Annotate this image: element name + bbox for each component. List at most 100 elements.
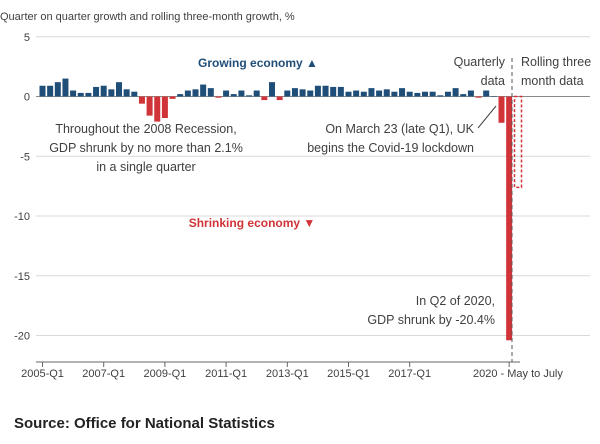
- bar-2017-Q2: [414, 92, 421, 97]
- q2-annotation: In Q2 of 2020, GDP shrunk by -20.4%: [367, 294, 495, 327]
- y-tick-label: 5: [24, 32, 30, 44]
- bar-2018-Q1: [437, 95, 444, 97]
- bar-2017-Q3: [422, 91, 428, 97]
- bar-2015-Q2: [353, 90, 360, 97]
- bar-2010-Q3: [207, 88, 214, 97]
- chart-title: Quarter on quarter growth and rolling th…: [0, 11, 295, 23]
- bar-2011-Q3: [238, 90, 245, 97]
- quarterly-data-label: Quarterly data: [454, 55, 506, 88]
- gdp-growth-chart: Quarter on quarter growth and rolling th…: [0, 11, 591, 380]
- quarterly-line-2: data: [481, 74, 505, 88]
- bar-2006-Q3: [85, 92, 92, 97]
- recession-line-2: GDP shrunk by no more than 2.1%: [49, 141, 243, 155]
- bar-2018-Q4: [460, 94, 467, 97]
- y-axis-tick-labels: 5 0 -5 -10 -15 -20: [14, 32, 30, 343]
- bar-2007-Q4: [123, 89, 130, 97]
- bar-2009-Q3: [177, 94, 184, 97]
- bar-2008-Q3: [146, 96, 153, 116]
- x-tick-label: 2017-Q1: [388, 368, 431, 380]
- bar-2014-Q3: [330, 86, 337, 97]
- bar-2008-Q1: [131, 91, 138, 97]
- bar-2012-Q4: [276, 96, 283, 101]
- bar-2005-Q3: [54, 82, 61, 97]
- bar-2016-Q2: [383, 89, 390, 97]
- recession-annotation: Throughout the 2008 Recession, GDP shrun…: [49, 122, 243, 174]
- bar-2017-Q1: [406, 91, 413, 97]
- bar-2008-Q4: [154, 96, 161, 122]
- bar-2019-Q2: [475, 96, 482, 98]
- bar-2012-Q3: [269, 82, 275, 97]
- y-tick-label: -15: [14, 271, 30, 283]
- y-tick-label: -20: [14, 331, 30, 343]
- bar-2012-Q1: [253, 90, 260, 97]
- bar-2019-Q4: [490, 96, 497, 97]
- bar-2016-Q3: [391, 91, 398, 97]
- bar-2014-Q2: [322, 85, 329, 97]
- bar-2009-Q4: [184, 90, 191, 97]
- recession-line-1: Throughout the 2008 Recession,: [55, 122, 236, 136]
- growing-economy-label: Growing economy ▲: [198, 56, 318, 70]
- bar-2010-Q4: [215, 96, 222, 98]
- bar-2012-Q2: [261, 96, 268, 101]
- bars: [39, 78, 523, 341]
- bar-2009-Q2: [169, 96, 176, 99]
- bar-2017-Q4: [429, 91, 436, 97]
- bar-2014-Q1: [314, 85, 321, 97]
- bar-2015-Q3: [360, 91, 367, 97]
- quarterly-line-1: Quarterly: [454, 55, 506, 69]
- bar-2006-Q4: [93, 86, 100, 97]
- bar-2009-Q1: [161, 96, 168, 119]
- bar-2005-Q2: [47, 85, 54, 97]
- x-tick-label: 2009-Q1: [143, 368, 186, 380]
- q2-line-1: In Q2 of 2020,: [416, 294, 495, 308]
- rolling-data-label: Rolling three month data: [521, 55, 591, 88]
- bar-2013-Q3: [299, 89, 306, 97]
- y-tick-label: 0: [24, 92, 30, 104]
- y-tick-label: -10: [14, 211, 30, 223]
- bar-2008-Q2: [138, 96, 145, 104]
- bar-2011-Q4: [246, 95, 253, 97]
- bar-2016-Q1: [376, 90, 383, 97]
- bar-2019-Q3: [483, 90, 490, 97]
- x-tick-label: 2007-Q1: [82, 368, 125, 380]
- bar-2005-Q4: [62, 78, 69, 97]
- covid-pointer-line: [477, 105, 497, 129]
- x-tick-label-last: 2020 - May to July: [473, 368, 563, 380]
- bar-2007-Q1: [100, 85, 107, 97]
- bar-2013-Q2: [291, 88, 298, 97]
- bar-2010-Q1: [192, 89, 199, 97]
- y-tick-label: -5: [20, 151, 30, 163]
- bar-2018-Q2: [444, 91, 451, 97]
- rolling-line-1: Rolling three: [521, 55, 591, 69]
- bar-rolling-three-month: [513, 95, 523, 189]
- bar-2010-Q2: [200, 84, 207, 97]
- covid-annotation: On March 23 (late Q1), UK begins the Cov…: [307, 122, 474, 155]
- bar-2007-Q3: [116, 82, 122, 97]
- source-note: Source: Office for National Statistics: [14, 415, 275, 432]
- covid-line-1: On March 23 (late Q1), UK: [325, 122, 474, 136]
- bar-2011-Q1: [223, 90, 230, 97]
- bar-2011-Q2: [230, 94, 237, 97]
- bar-2015-Q1: [345, 91, 352, 97]
- x-tick-label: 2015-Q1: [327, 368, 370, 380]
- bar-2018-Q3: [452, 88, 459, 97]
- bar-2007-Q2: [108, 89, 115, 97]
- x-tick-label: 2013-Q1: [266, 368, 309, 380]
- q2-line-2: GDP shrunk by -20.4%: [367, 313, 495, 327]
- bar-2019-Q1: [467, 90, 474, 97]
- bar-2013-Q4: [307, 90, 314, 97]
- bar-2020-Q2: [506, 96, 513, 341]
- bar-2016-Q4: [399, 88, 406, 97]
- bar-2005-Q1: [39, 85, 46, 97]
- recession-line-3: in a single quarter: [96, 160, 195, 174]
- covid-line-2: begins the Covid-19 lockdown: [307, 141, 474, 155]
- bar-2006-Q2: [77, 92, 84, 97]
- bar-2013-Q1: [284, 90, 291, 97]
- bar-2015-Q4: [368, 88, 375, 97]
- shrinking-economy-label: Shrinking economy ▼: [189, 216, 316, 230]
- bar-2020-Q1: [498, 96, 505, 123]
- x-tick-label: 2005-Q1: [21, 368, 64, 380]
- bar-2006-Q1: [70, 90, 77, 97]
- x-axis: 2005-Q1 2007-Q1 2009-Q1 2011-Q1 2013-Q1 2015-…: [21, 361, 563, 380]
- rolling-line-2: month data: [521, 74, 584, 88]
